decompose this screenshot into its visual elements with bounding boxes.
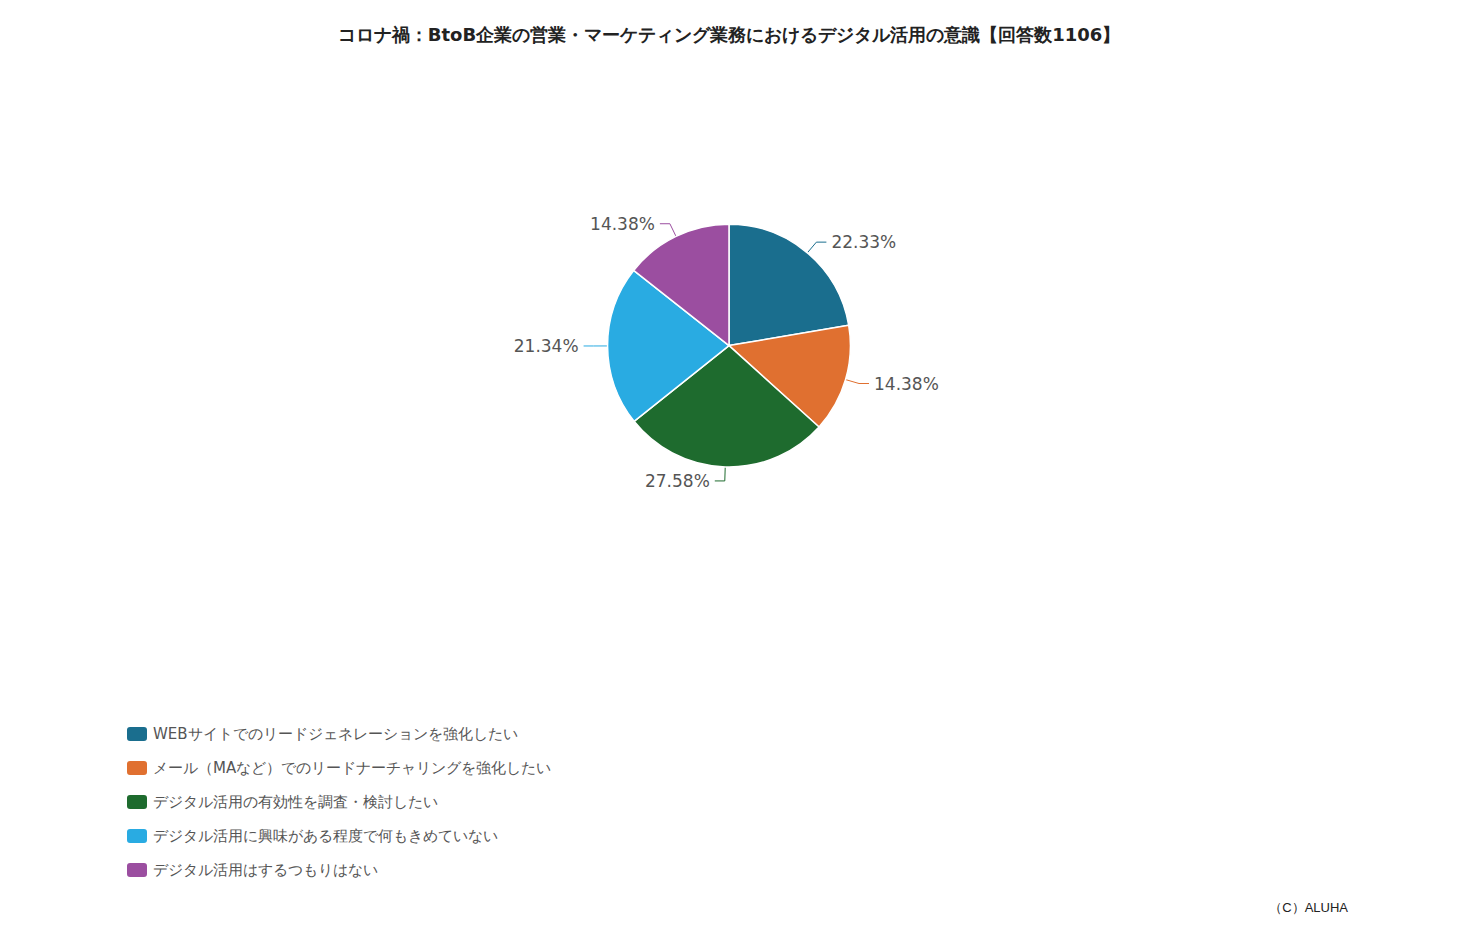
svg-text:27.58%: 27.58%: [645, 471, 710, 491]
svg-text:デジタル活用に興味がある程度で何もきめていない: デジタル活用に興味がある程度で何もきめていない: [153, 827, 498, 845]
svg-text:21.34%: 21.34%: [514, 336, 579, 356]
svg-text:コロナ禍：BtoB企業の営業・マーケティング業務におけるデジ: コロナ禍：BtoB企業の営業・マーケティング業務におけるデジタル活用の意識【回答…: [338, 24, 1121, 45]
svg-text:（C）ALUHA: （C）ALUHA: [1269, 900, 1348, 915]
svg-text:22.33%: 22.33%: [831, 232, 896, 252]
svg-text:デジタル活用の有効性を調査・検討したい: デジタル活用の有効性を調査・検討したい: [153, 793, 438, 811]
svg-text:14.38%: 14.38%: [590, 214, 655, 234]
svg-text:デジタル活用はするつもりはない: デジタル活用はするつもりはない: [153, 861, 378, 879]
svg-text:14.38%: 14.38%: [874, 374, 939, 394]
svg-text:WEBサイトでのリードジェネレーションを強化したい: WEBサイトでのリードジェネレーションを強化したい: [153, 725, 518, 743]
svg-text:メール（MAなど）でのリードナーチャリングを強化したい: メール（MAなど）でのリードナーチャリングを強化したい: [153, 759, 551, 777]
